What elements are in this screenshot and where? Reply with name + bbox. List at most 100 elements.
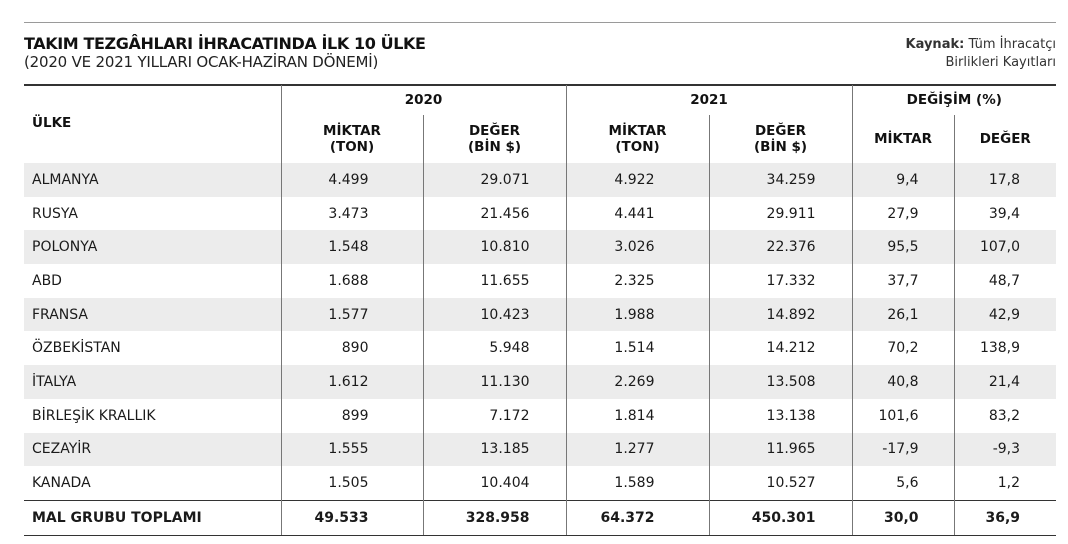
- qty-2021-cell: 1.988: [566, 297, 710, 332]
- change-val-cell: 48,7: [988, 272, 1021, 289]
- country-cell: FRANSA: [24, 297, 282, 332]
- total-label-cell: MAL GRUBU TOPLAMI: [24, 499, 282, 536]
- source-label: Kaynak:: [905, 37, 965, 52]
- qty-2021-cell: 1.514: [566, 331, 710, 366]
- val-2021-cell: 13.138: [709, 398, 853, 433]
- country-cell: İTALYA: [24, 365, 282, 399]
- header-rule: [24, 84, 1056, 86]
- qty-2021-cell: 3.026: [566, 230, 710, 265]
- change-qty-cell: 26,1: [852, 297, 955, 332]
- val-2021-cell: 10.527: [709, 466, 853, 501]
- val-2020-cell: 10.404: [423, 466, 567, 501]
- val-2021-cell: 22.376: [709, 230, 853, 265]
- table-row: POLONYA 1.548 10.810 3.026 22.376 95,5 1…: [24, 230, 1057, 265]
- change-qty-cell: 27,9: [852, 196, 955, 231]
- val-2021-cell: 17.332: [709, 264, 853, 298]
- change-qty-cell: 70,2: [852, 331, 955, 366]
- country-cell: ABD: [24, 264, 282, 298]
- country-cell: CEZAYİR: [24, 432, 282, 467]
- val-2020-cell: 10.423: [423, 297, 567, 332]
- val-2020-cell: 13.185: [423, 432, 567, 467]
- qty-2020-header: MİKTAR (TON): [281, 115, 424, 163]
- qty-2020-cell: 3.473: [281, 196, 424, 231]
- qty-2020-header-line1: MİKTAR: [323, 123, 381, 139]
- change-val-cell: -9,3: [954, 432, 1057, 467]
- val-2021-header-line2: (BİN $): [754, 139, 808, 155]
- source-text-1: Tüm İhracatçı: [968, 37, 1056, 52]
- qty-2021-cell: 4.922: [566, 163, 710, 197]
- val-2021-cell: 29.911: [709, 196, 853, 231]
- val-2020-cell: 29.071: [423, 163, 567, 197]
- qty-2021-cell: 4.441: [566, 196, 710, 231]
- qty-2021-cell: 1.277: [566, 432, 710, 467]
- table-row: ÖZBEKİSTAN 890 5.948 1.514 14.212 70,2 1…: [24, 331, 1056, 366]
- qty-2020-cell: 4.499: [281, 163, 424, 197]
- table-row: İTALYA 1.612 11.130 2.269 13.508 40,8 21…: [24, 365, 1057, 399]
- change-val-cell: 138,9: [979, 340, 1021, 357]
- val-2021-header: DEĞER (BİN $): [709, 115, 853, 163]
- source-note: Kaynak: Tüm İhracatçı Birlikleri Kayıtla…: [906, 36, 1056, 72]
- qty-2020-cell: 1.688: [281, 264, 424, 298]
- val-2020-cell: 11.130: [423, 365, 567, 399]
- change-qty-cell: 37,7: [852, 264, 955, 298]
- source-line-1: Kaynak: Tüm İhracatçı: [906, 36, 1056, 54]
- qty-2020-cell: 1.612: [281, 365, 424, 399]
- val-2020-header: DEĞER (BİN $): [423, 115, 567, 163]
- val-2020-cell: 7.172: [423, 398, 567, 433]
- val-2021-cell: 11.965: [709, 432, 853, 467]
- qty-2021-cell: 2.325: [566, 264, 710, 298]
- val-2021-cell: 14.212: [709, 331, 853, 366]
- val-2021-header-line1: DEĞER: [754, 123, 807, 139]
- change-qty-header: MİKTAR: [852, 115, 955, 163]
- val-2021-cell: 13.508: [709, 365, 853, 399]
- qty-2020-cell: 1.505: [281, 466, 424, 501]
- table-row: FRANSA 1.577 10.423 1.988 14.892 26,1 42…: [24, 297, 1057, 332]
- table-row: RUSYA 3.473 21.456 4.441 29.911 27,9 39,…: [24, 196, 1056, 231]
- val-2021-cell: 14.892: [709, 297, 853, 332]
- change-header: DEĞİŞİM (%): [906, 92, 1002, 108]
- year-2020-header: 2020: [281, 85, 567, 115]
- total-val-2020-cell: 328.958: [423, 499, 567, 536]
- change-qty-cell: 40,8: [852, 365, 955, 399]
- country-cell: ALMANYA: [24, 163, 282, 197]
- change-qty-cell: 9,4: [852, 163, 955, 197]
- val-2020-cell: 10.810: [423, 230, 567, 265]
- val-2020-cell: 21.456: [423, 196, 567, 231]
- change-qty-cell: 101,6: [852, 398, 955, 433]
- change-val-cell: 42,9: [954, 297, 1057, 332]
- total-change-qty-cell: 30,0: [852, 499, 955, 536]
- table-row: BİRLEŞİK KRALLIK 899 7.172 1.814 13.138 …: [24, 398, 1056, 433]
- qty-2021-cell: 1.589: [566, 466, 710, 501]
- change-qty-cell: 95,5: [852, 230, 955, 265]
- country-cell: POLONYA: [24, 230, 282, 265]
- val-2020-cell: 11.655: [423, 264, 567, 298]
- source-text-2: Birlikleri Kayıtları: [945, 55, 1056, 70]
- qty-2021-header: MİKTAR (TON): [566, 115, 710, 163]
- export-table: ÜLKE 2020 2021 DEĞİŞİM (%) MİKTAR (TON) D…: [24, 85, 1057, 536]
- table-row: KANADA 1.505 10.404 1.589 10.527 5,6 1,2: [24, 466, 1056, 501]
- page-subtitle: (2020 VE 2021 YILLARI OCAK-HAZİRAN DÖNEM…: [24, 53, 379, 71]
- qty-2020-cell: 1.548: [281, 230, 424, 265]
- qty-2020-cell: 1.577: [281, 297, 424, 332]
- total-qty-2020-cell: 49.533: [281, 499, 424, 536]
- val-2020-header-line2: (BİN $): [467, 139, 522, 155]
- qty-2020-header-line2: (TON): [329, 139, 375, 155]
- table-row: ALMANYA 4.499 29.071 4.922 34.259 9,4 17…: [24, 163, 1057, 197]
- change-qty-cell: -17,9: [852, 432, 955, 467]
- country-cell: BİRLEŞİK KRALLIK: [24, 398, 282, 433]
- qty-2020-cell: 1.555: [281, 432, 424, 467]
- table-row: ABD 1.688 11.655 2.325 17.332 37,7 48,7: [24, 264, 1056, 298]
- top-rule: [24, 22, 1056, 23]
- total-change-val-cell: 36,9: [954, 499, 1057, 536]
- change-val-cell: 39,4: [988, 205, 1021, 222]
- country-cell: KANADA: [24, 466, 282, 501]
- qty-2021-header-line1: MİKTAR: [608, 123, 667, 139]
- year-2021-header: 2021: [566, 85, 853, 115]
- val-2020-header-line1: DEĞER: [468, 123, 521, 139]
- total-qty-2021-cell: 64.372: [566, 499, 710, 536]
- qty-2021-header-line2: (TON): [615, 139, 660, 155]
- change-val-cell: 1,2: [997, 475, 1021, 492]
- val-2021-cell: 34.259: [709, 163, 853, 197]
- change-val-header: DEĞER: [979, 131, 1031, 147]
- country-cell: RUSYA: [24, 196, 282, 231]
